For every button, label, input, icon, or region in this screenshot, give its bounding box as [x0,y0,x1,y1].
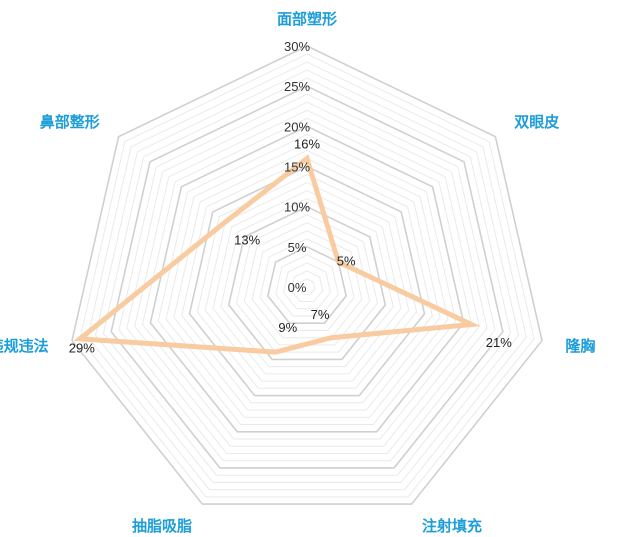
grid-ring-minor [212,190,402,375]
grid-ring-minor [282,262,332,310]
data-label: 21% [486,335,512,350]
grid-ring-minor [235,214,379,353]
grid-ring-minor [173,149,441,411]
grid-ring-minor [290,270,324,302]
radar-grid [71,45,543,505]
grid-ring-minor [181,157,433,404]
category-label: 双眼皮 [514,113,559,131]
grid-ring-minor [118,93,496,462]
data-label: 7% [311,307,330,322]
data-label: 29% [69,340,95,355]
grid-ring-major [188,165,426,397]
grid-ring-major [110,85,504,469]
grid-ring-minor [157,133,457,425]
radial-tick-label: 10% [284,200,310,215]
grid-ring-major [266,245,348,325]
radial-tick-labels: 0% 5% 10% 15% 20% 25% 30% [284,39,310,295]
radial-tick-label: 0% [288,280,307,295]
data-label: 9% [278,320,297,335]
grid-ring-minor [134,109,480,447]
grid-ring-major [71,45,543,505]
category-label: 面部塑形 [277,10,337,28]
grid-ring-major [149,125,465,433]
category-label: 违规违法 [0,337,49,355]
category-label: 鼻部整形 [40,113,100,131]
grid-ring-minor [251,230,363,339]
grid-ring-minor [165,141,449,418]
radial-tick-label: 15% [284,160,310,175]
grid-ring-minor [259,238,355,331]
grid-ring-minor [204,182,410,382]
category-label: 注射填充 [422,517,482,535]
radial-tick-label: 20% [284,119,310,134]
data-label: 16% [294,137,320,152]
data-label: 5% [337,254,356,269]
grid-ring-minor [94,69,520,483]
category-label: 隆胸 [565,337,595,355]
radial-tick-label: 30% [284,39,310,54]
radial-tick-label: 25% [284,79,310,94]
grid-ring-minor [220,198,394,368]
grid-ring-minor [141,117,473,440]
grid-ring-major [227,205,387,361]
grid-ring-minor [126,101,488,454]
series-line [73,154,481,355]
grid-ring-minor [102,77,512,476]
data-labels: 16% 5% 21% 7% 9% 29% 13% [69,137,512,356]
radial-tick-label: 5% [288,240,307,255]
grid-ring-minor [298,278,316,295]
grid-ring-minor [79,53,535,498]
grid-ring-minor [275,254,339,317]
grid-ring-minor [87,61,527,491]
data-label: 13% [234,232,260,247]
category-label: 抽脂吸脂 [132,517,192,535]
radar-series [73,154,481,355]
